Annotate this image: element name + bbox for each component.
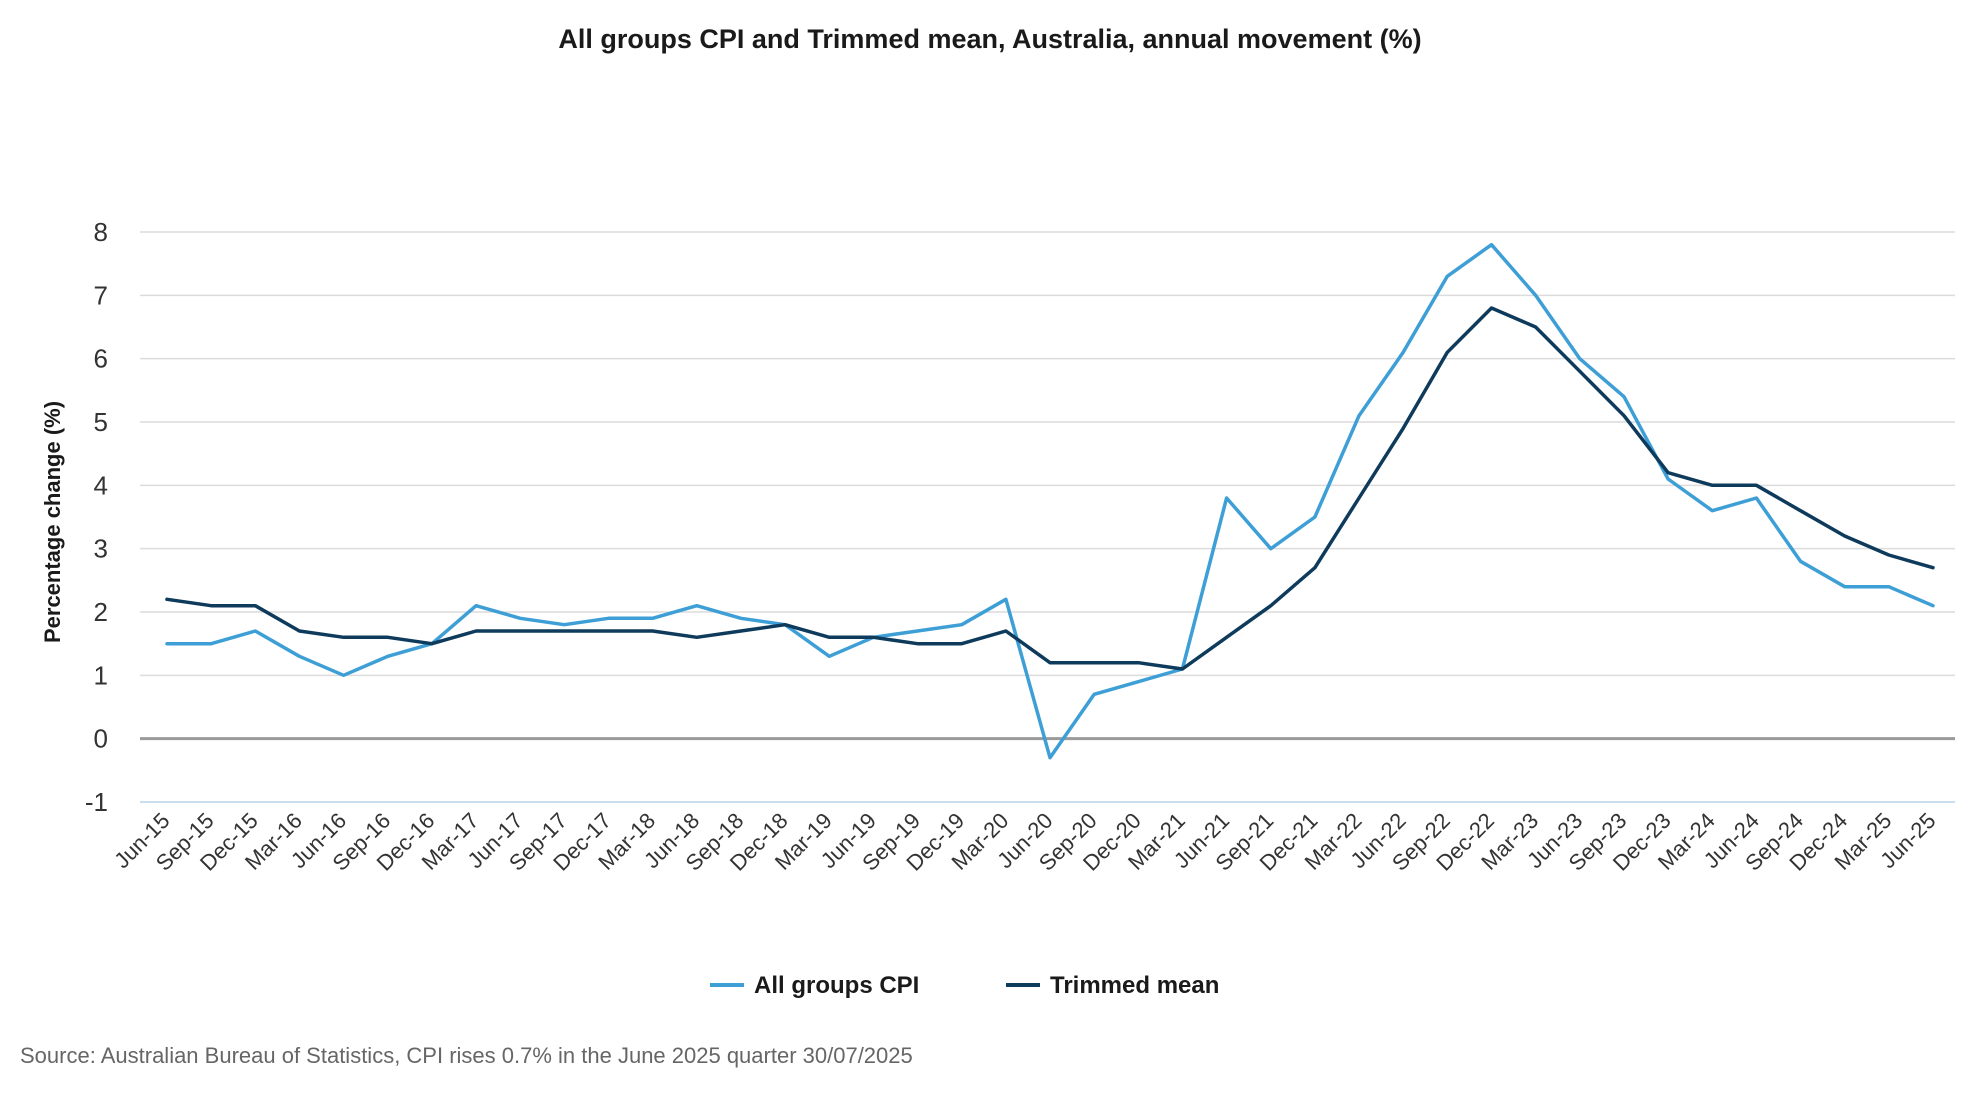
y-axis-ticks: -1 0 1 2 3 4 5 6 7 8 [85, 217, 108, 817]
y-tick-label: 3 [94, 534, 108, 564]
gridlines [140, 231, 1955, 803]
y-axis-label: Percentage change (%) [40, 401, 65, 643]
series-line-all-groups-cpi [165, 242, 1935, 760]
y-tick-label: 6 [94, 344, 108, 374]
y-tick-label: 8 [94, 217, 108, 247]
y-tick-label: 7 [94, 280, 108, 310]
series-lines [165, 242, 1935, 760]
y-tick-label: 4 [94, 470, 108, 500]
legend: All groups CPI Trimmed mean [710, 972, 1219, 999]
series-line-trimmed-mean [165, 306, 1935, 671]
y-tick-label: 0 [94, 724, 108, 754]
chart-title: All groups CPI and Trimmed mean, Austral… [558, 24, 1421, 54]
source-note: Source: Australian Bureau of Statistics,… [20, 1043, 913, 1068]
y-tick-label: 5 [94, 407, 108, 437]
x-axis-ticks: Jun-15Sep-15Dec-15Mar-16Jun-16Sep-16Dec-… [109, 808, 1940, 876]
y-tick-label: 2 [94, 597, 108, 627]
y-tick-label: 1 [94, 660, 108, 690]
legend-label-all-groups-cpi: All groups CPI [754, 972, 919, 999]
legend-label-trimmed-mean: Trimmed mean [1050, 972, 1219, 999]
y-tick-label: -1 [85, 787, 108, 817]
